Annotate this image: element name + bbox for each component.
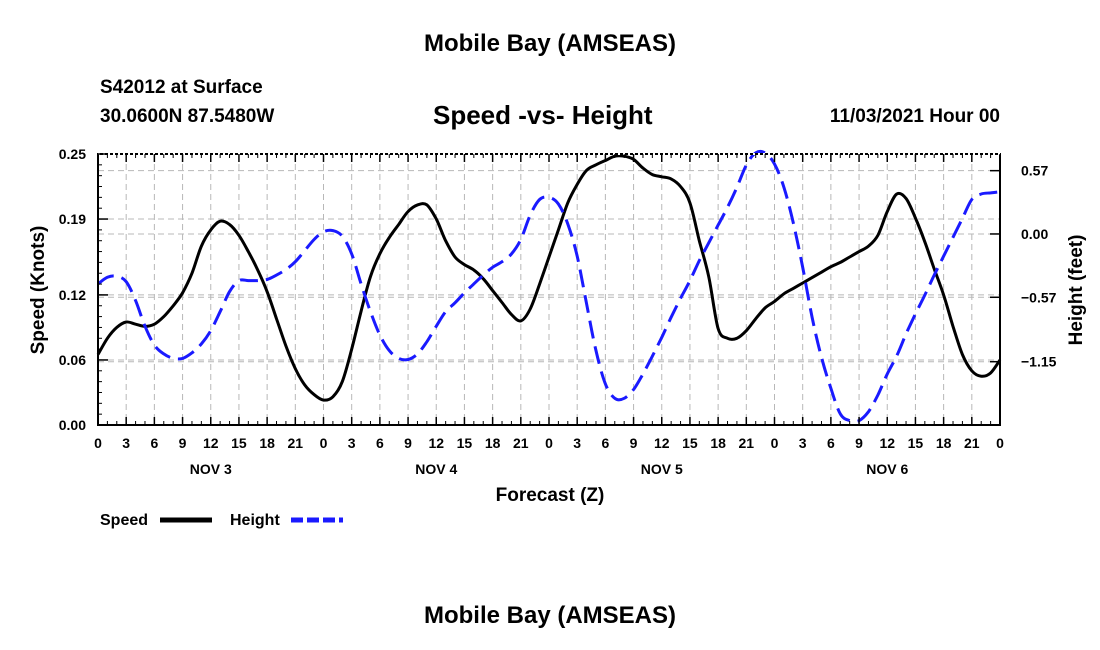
x-day-label: NOV 6 [866, 461, 908, 477]
y-left-tick-label: 0.00 [59, 417, 86, 433]
y-right-tick-label: −1.15 [1021, 354, 1057, 370]
y-right-tick-label: 0.00 [1021, 226, 1048, 242]
x-tick-label: 21 [513, 435, 529, 451]
x-tick-label: 3 [573, 435, 581, 451]
x-tick-label: 3 [348, 435, 356, 451]
y-left-tick-label: 0.25 [59, 146, 86, 162]
series-line-height [97, 149, 1001, 424]
series-line-speed [96, 154, 1002, 402]
x-tick-label: 21 [739, 435, 755, 451]
x-tick-label: 15 [231, 435, 247, 451]
axes: 0 3 6 9 12 15 18 21 0 3 6 9 12 15 18 21 0 3 6 9 12 15 18 21 0 3 6 9… [59, 146, 1057, 477]
legend-speed-label: Speed [100, 512, 148, 529]
x-tick-label: 15 [457, 435, 473, 451]
x-tick-label: 21 [288, 435, 304, 451]
x-tick-label: 6 [376, 435, 384, 451]
x-tick-label: 6 [150, 435, 158, 451]
x-tick-label: 21 [964, 435, 980, 451]
x-axis-label: Forecast (Z) [496, 485, 605, 506]
x-tick-label: 15 [682, 435, 698, 451]
grid-lines [98, 154, 1000, 425]
y-right-tick-label: 0.57 [1021, 163, 1048, 179]
x-tick-label: 0 [94, 435, 102, 451]
x-tick-label: 9 [855, 435, 863, 451]
coordinates-label: 30.0600N 87.5480W [100, 106, 275, 127]
y-axis-right-label: Height (feet) [1066, 235, 1087, 346]
x-tick-label: 18 [936, 435, 952, 451]
x-tick-label: 18 [485, 435, 501, 451]
x-tick-label: 12 [879, 435, 895, 451]
x-tick-label: 0 [320, 435, 328, 451]
x-tick-label: 0 [771, 435, 779, 451]
x-day-label: NOV 5 [641, 461, 683, 477]
x-tick-label: 6 [827, 435, 835, 451]
x-tick-label: 18 [259, 435, 275, 451]
x-tick-label: 12 [428, 435, 444, 451]
x-day-label: NOV 3 [190, 461, 232, 477]
repeat-main-title: Mobile Bay (AMSEAS) [423, 602, 677, 629]
y-left-tick-label: 0.06 [59, 352, 86, 368]
x-tick-label: 6 [601, 435, 609, 451]
x-tick-label: 0 [545, 435, 553, 451]
main-title: Mobile Bay (AMSEAS) [423, 30, 677, 57]
x-tick-label: 3 [799, 435, 807, 451]
x-day-label: NOV 4 [415, 461, 457, 477]
x-tick-label: 12 [654, 435, 670, 451]
x-tick-label: 3 [122, 435, 130, 451]
x-tick-label: 9 [630, 435, 638, 451]
x-tick-label: 12 [203, 435, 219, 451]
y-left-tick-label: 0.12 [59, 287, 86, 303]
series-lines [96, 149, 1002, 424]
timestamp-label: 11/03/2021 Hour 00 [829, 106, 1000, 127]
y-left-tick-label: 0.19 [59, 211, 86, 227]
x-tick-label: 0 [996, 435, 1004, 451]
chart-subtitle: Speed -vs- Height [433, 100, 653, 130]
legend-height-label: Height [230, 512, 280, 529]
chart-legend: Speed Height [100, 512, 343, 529]
x-tick-label: 9 [404, 435, 412, 451]
y-axis-left-label: Speed (Knots) [28, 226, 49, 355]
x-tick-label: 15 [908, 435, 924, 451]
x-tick-label: 9 [179, 435, 187, 451]
station-label: S42012 at Surface [100, 77, 263, 98]
x-tick-label: 18 [710, 435, 726, 451]
y-right-tick-label: −0.57 [1021, 289, 1057, 305]
